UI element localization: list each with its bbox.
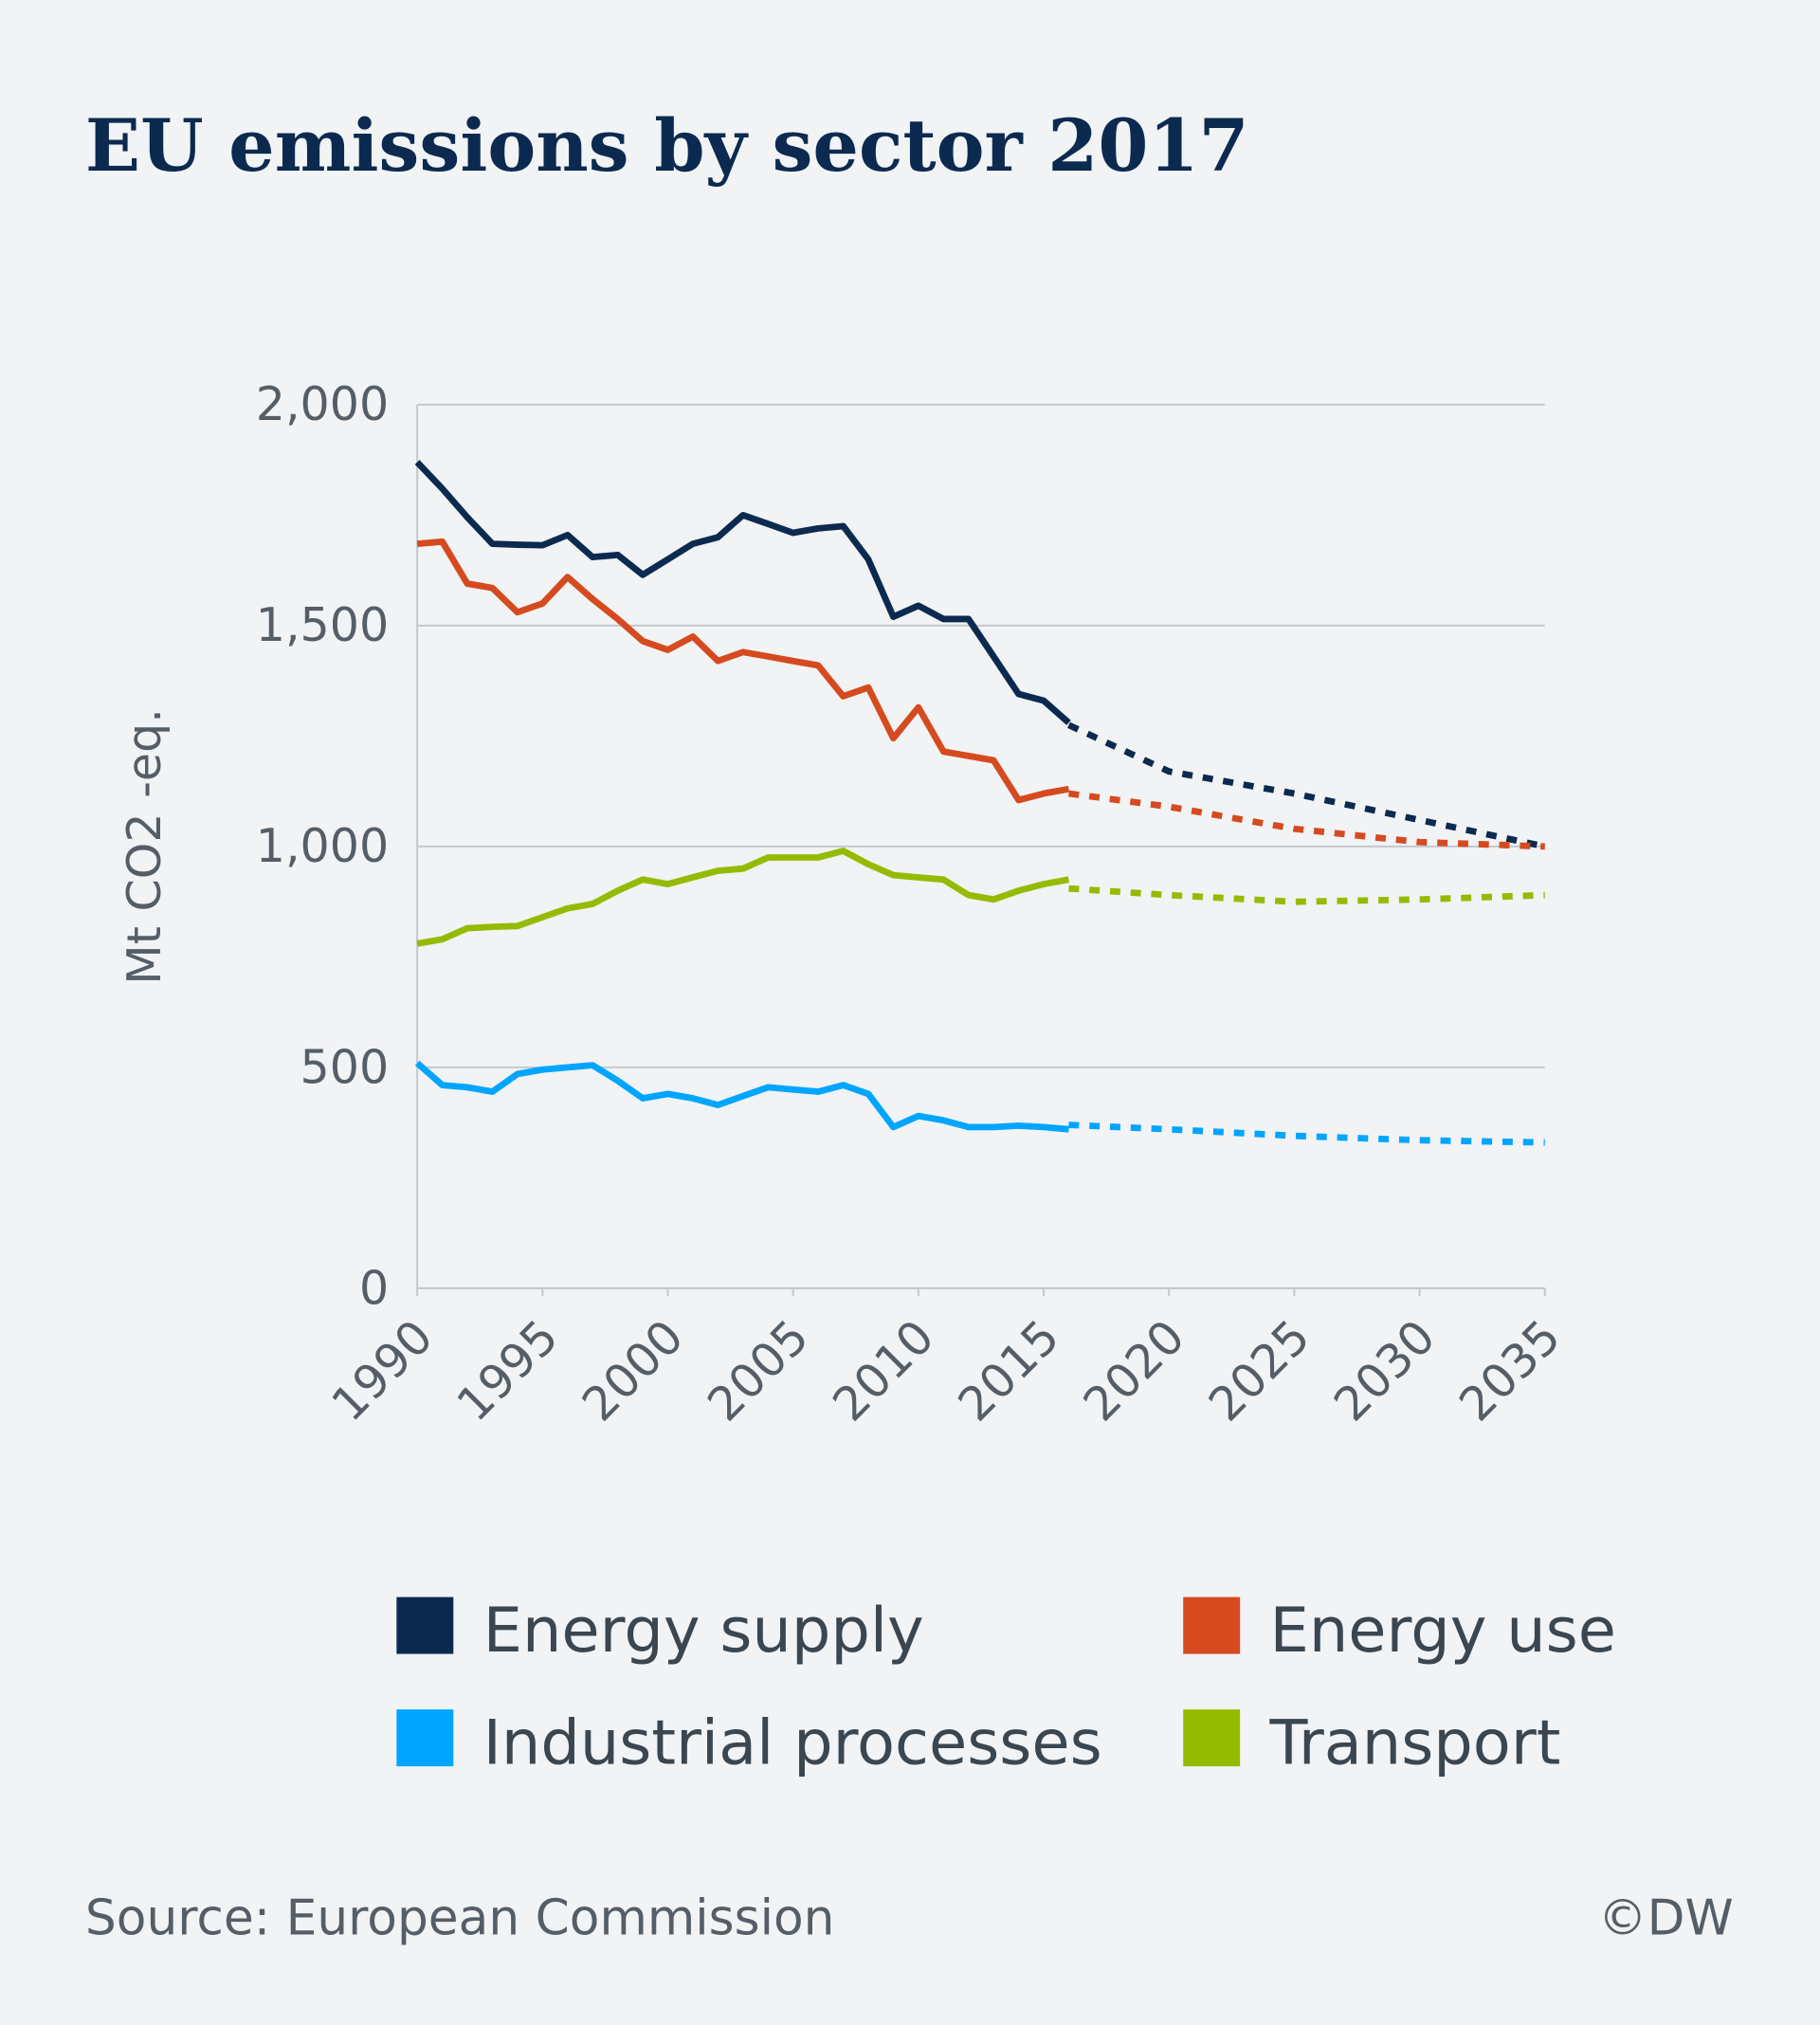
y-tick-label: 1,500 <box>256 597 389 652</box>
y-tick-label: 1,000 <box>256 818 389 873</box>
projection-line <box>1068 1122 1545 1146</box>
series-line <box>414 460 1071 725</box>
series-line <box>414 1060 1069 1133</box>
legend-swatch <box>396 1709 454 1767</box>
y-tick-label: 0 <box>359 1260 389 1315</box>
projection-line <box>1068 790 1545 850</box>
legend-swatch <box>396 1596 454 1654</box>
source: Source: European Commission <box>85 1889 835 1946</box>
credit: ©DW <box>1598 1889 1734 1946</box>
legend-swatch <box>1183 1709 1241 1767</box>
series-line <box>416 848 1070 947</box>
legend-label: Energy use <box>1270 1595 1616 1667</box>
chart-title: EU emissions by sector 2017 <box>85 102 1249 188</box>
y-tick-label: 500 <box>300 1039 390 1094</box>
y-tick-label: 2,000 <box>256 376 389 431</box>
legend-label: Transport <box>1269 1706 1561 1779</box>
legend-label: Industrial processes <box>483 1706 1102 1779</box>
projection-line <box>1068 885 1545 905</box>
legend-label: Energy supply <box>483 1595 924 1667</box>
legend-swatch <box>1183 1596 1241 1654</box>
projection-line <box>1067 721 1546 850</box>
series-line <box>416 538 1070 804</box>
y-axis-label: Mt CO2 -eq. <box>117 708 172 984</box>
